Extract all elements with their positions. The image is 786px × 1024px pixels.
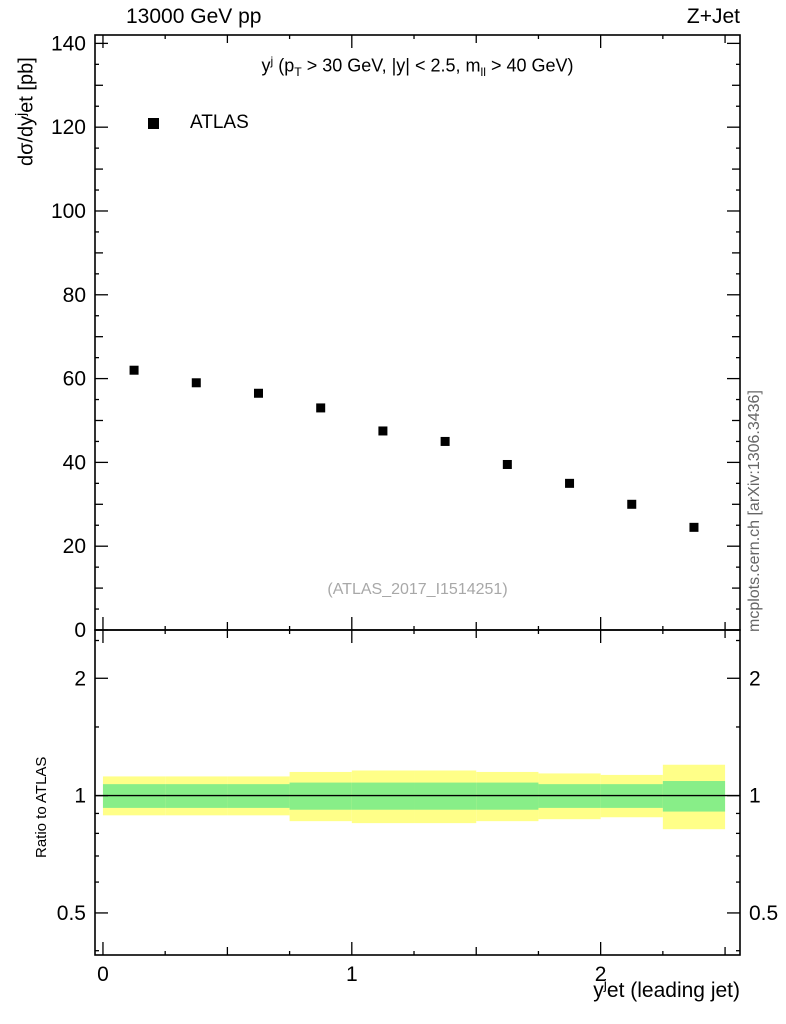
svg-text:80: 80 (63, 284, 86, 307)
cut-annotation: yj (pT > 30 GeV, |y| < 2.5, mll > 40 GeV… (261, 54, 574, 79)
svg-text:0: 0 (97, 963, 109, 986)
mcplots-arxiv-note: mcplots.cern.ch [arXiv:1306.3436] (746, 390, 763, 632)
svg-text:1: 1 (74, 785, 86, 808)
svg-text:0: 0 (74, 619, 86, 642)
svg-text:0.5: 0.5 (57, 902, 86, 925)
y-axis-label-bottom: Ratio to ATLAS (33, 756, 50, 858)
legend: ATLAS (148, 112, 249, 134)
svg-text:20: 20 (63, 535, 86, 558)
svg-text:0.5: 0.5 (749, 902, 778, 925)
svg-text:140: 140 (51, 32, 86, 55)
title-collision-energy: 13000 GeV pp (126, 5, 262, 28)
svg-text:120: 120 (51, 116, 86, 139)
svg-text:2: 2 (749, 667, 761, 690)
svg-text:2: 2 (595, 963, 607, 986)
x-axis-label: yjet (leading jet) (593, 977, 740, 1002)
title-process: Z+Jet (686, 5, 740, 28)
legend-label: ATLAS (190, 112, 249, 133)
svg-text:1: 1 (346, 963, 358, 986)
y-axis-label-top: dσ/dyjet [pb] (13, 57, 38, 166)
svg-text:2: 2 (74, 667, 86, 690)
svg-text:100: 100 (51, 200, 86, 223)
svg-text:40: 40 (63, 451, 86, 474)
atlas-data-marker-icon (148, 117, 159, 129)
svg-text:1: 1 (749, 785, 761, 808)
svg-text:60: 60 (63, 368, 86, 391)
analysis-watermark: (ATLAS_2017_I1514251) (327, 581, 508, 598)
